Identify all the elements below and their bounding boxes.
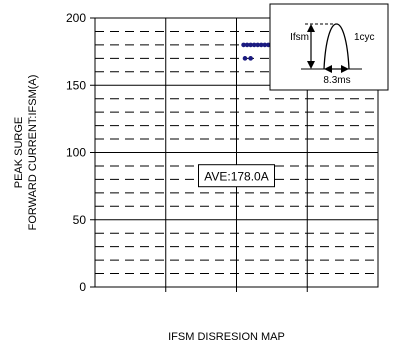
data-point — [242, 56, 248, 61]
inset-frame — [269, 3, 389, 91]
average-annotation-text: AVE:178.0A — [204, 170, 269, 184]
data-point — [251, 42, 257, 48]
inset-cycle-label: 1cyc — [354, 32, 375, 43]
surge-waveform-inset: Ifsm 1cyc 8.3ms — [269, 3, 389, 91]
data-point — [266, 42, 271, 48]
y-tick-label: 200 — [66, 11, 86, 25]
data-point — [255, 42, 261, 48]
x-axis-label: IFSM DISRESION MAP — [168, 331, 285, 343]
y-axis-label-line-1: PEAK SURGE — [13, 117, 25, 189]
data-point — [241, 42, 246, 48]
y-tick-label: 50 — [73, 213, 87, 227]
data-point — [244, 42, 250, 48]
y-tick-labels: 0 50 100 150 200 — [66, 11, 308, 294]
data-point — [248, 56, 253, 61]
y-axis-label-line-2: FORWARD CURRENT:IFSM(A) — [27, 75, 39, 231]
data-point — [262, 42, 268, 48]
data-point — [248, 42, 253, 48]
data-point — [258, 42, 264, 48]
y-tick-label: 150 — [66, 78, 86, 92]
average-annotation: AVE:178.0A — [198, 164, 275, 188]
y-axis-label: PEAK SURGE FORWARD CURRENT:IFSM(A) — [13, 75, 39, 231]
y-tick-label: 100 — [66, 146, 86, 160]
inset-duration-label: 8.3ms — [323, 75, 350, 86]
average-annotation-box — [198, 164, 275, 188]
plot-area-frame — [94, 17, 379, 288]
y-tick-label: 0 — [79, 280, 86, 294]
inset-peak-label: Ifsm — [290, 32, 309, 43]
half-sine-wave-icon — [323, 23, 350, 70]
arrowheads-icon — [307, 24, 349, 73]
